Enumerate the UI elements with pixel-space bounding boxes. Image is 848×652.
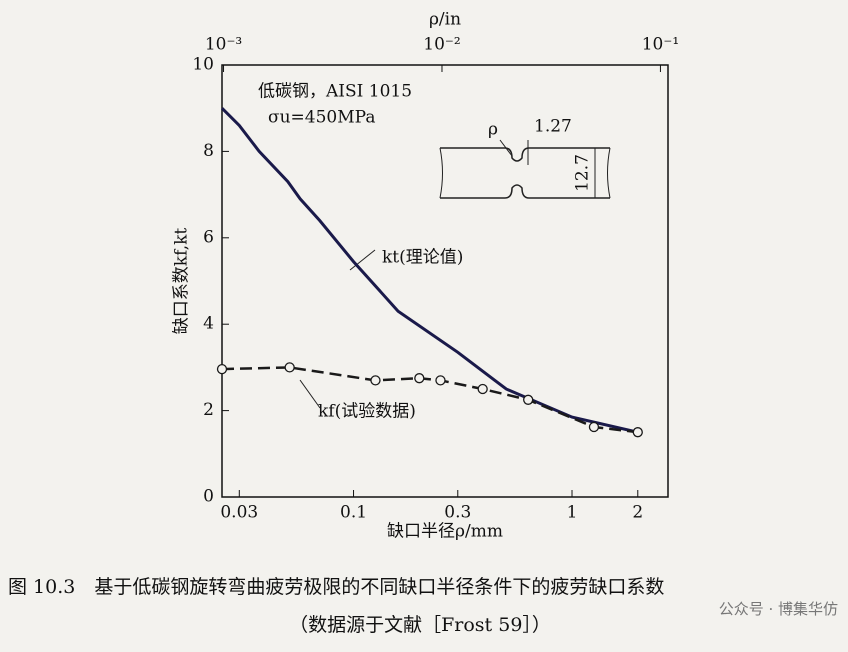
inset-label: ρ [488,120,498,140]
data-point [588,421,600,433]
data-point [632,427,643,438]
x-tick-label: 2 [632,503,643,523]
watermark: 公众号 · 博集华仿 [719,600,838,618]
inset-diagram: ρ 1.27 12.7 [439,117,611,199]
x-tick-label: 0.1 [340,503,367,523]
x-tick-label: 0.3 [444,503,471,523]
x2-label: ρ/in [429,10,461,30]
inset-break [439,147,611,199]
series-label: kf(试验数据) [318,402,416,422]
y-tick-label: 0 [203,487,214,507]
y-tick-label: 4 [203,314,214,334]
data-point [370,375,381,386]
data-point [216,363,228,375]
annotation: 低碳钢，AISI 1015 [258,82,412,102]
inset-label: 12.7 [573,154,593,192]
data-point [523,394,534,405]
inset-outline [440,147,610,199]
data-point [435,375,446,386]
data-point [284,362,295,373]
x2-tick-label: 10⁻¹ [642,35,679,55]
y-tick-label: 10 [192,55,214,75]
x2-tick-label: 10⁻³ [205,35,242,55]
annotation: σu=450MPa [268,108,375,128]
x2-tick-label: 10⁻² [423,35,460,55]
y-tick-label: 8 [203,141,214,161]
y-tick-label: 6 [203,227,214,247]
series-line [220,107,639,434]
inset-leader [499,139,513,157]
caption: 图 10.3 基于低碳钢旋转弯曲疲劳极限的不同缺口半径条件下的疲劳缺口系数 [8,576,664,598]
series-line [221,366,638,434]
series-label: kt(理论值) [382,248,463,268]
leader [349,249,376,271]
y-label: 缺口系数kf,kt [172,228,192,335]
x-tick-label: 0.03 [220,503,258,523]
data-point [414,373,425,384]
data-point [477,383,488,395]
y-tick-label: 2 [203,400,214,420]
plot-frame [221,64,669,498]
x-label: 缺口半径ρ/mm [387,522,503,542]
inset-label: 1.27 [534,117,572,137]
source: （数据源于文献［Frost 59］） [289,614,551,636]
leader [299,379,321,409]
x-tick-label: 1 [567,503,578,523]
